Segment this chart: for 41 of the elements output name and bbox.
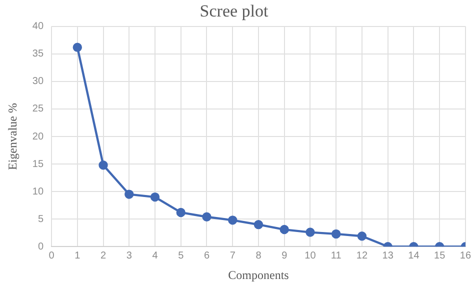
point [176,208,186,218]
x-tick-label: 8 [256,250,262,262]
x-tick-label: 14 [408,250,420,262]
x-tick-label: 13 [382,250,394,262]
x-tick-label: 11 [330,250,342,262]
point [150,192,160,202]
x-tick-label: 1 [74,250,81,262]
point [98,160,108,170]
y-tick-label: 10 [32,186,44,198]
x-tick-label: 12 [356,250,368,262]
y-tick-label: 35 [32,48,44,60]
point [331,229,341,239]
point [306,228,315,237]
point [280,224,289,234]
x-tick-label: 0 [48,250,55,262]
point [228,216,238,225]
point [124,190,134,199]
y-tick-label: 15 [32,158,44,170]
x-tick-label: 4 [152,250,158,262]
y-tick-label: 30 [32,76,44,88]
point [202,212,212,222]
x-tick-label: 5 [178,250,184,262]
y-tick-label: 25 [32,104,44,115]
point [254,220,264,230]
point [72,42,82,52]
x-tick-label: 16 [460,250,472,262]
y-tick-label: 0 [38,241,44,252]
y-tick-label: 5 [38,214,44,225]
x-tick-label: 15 [434,250,446,262]
x-tick-label: 7 [230,250,236,262]
x-tick-label: 9 [282,250,288,262]
x-axis-title: Components [228,268,290,282]
x-tick-label: 3 [126,250,132,262]
x-tick-label: 10 [304,250,316,262]
chart-title: Scree plot [200,2,268,21]
y-tick-label: 40 [32,21,44,32]
x-tick-label: 2 [100,250,106,262]
y-tick-label: 20 [32,131,44,142]
point [357,232,367,241]
x-tick-label: 6 [204,250,210,262]
y-axis-title: Eigenvalue % [5,103,20,170]
